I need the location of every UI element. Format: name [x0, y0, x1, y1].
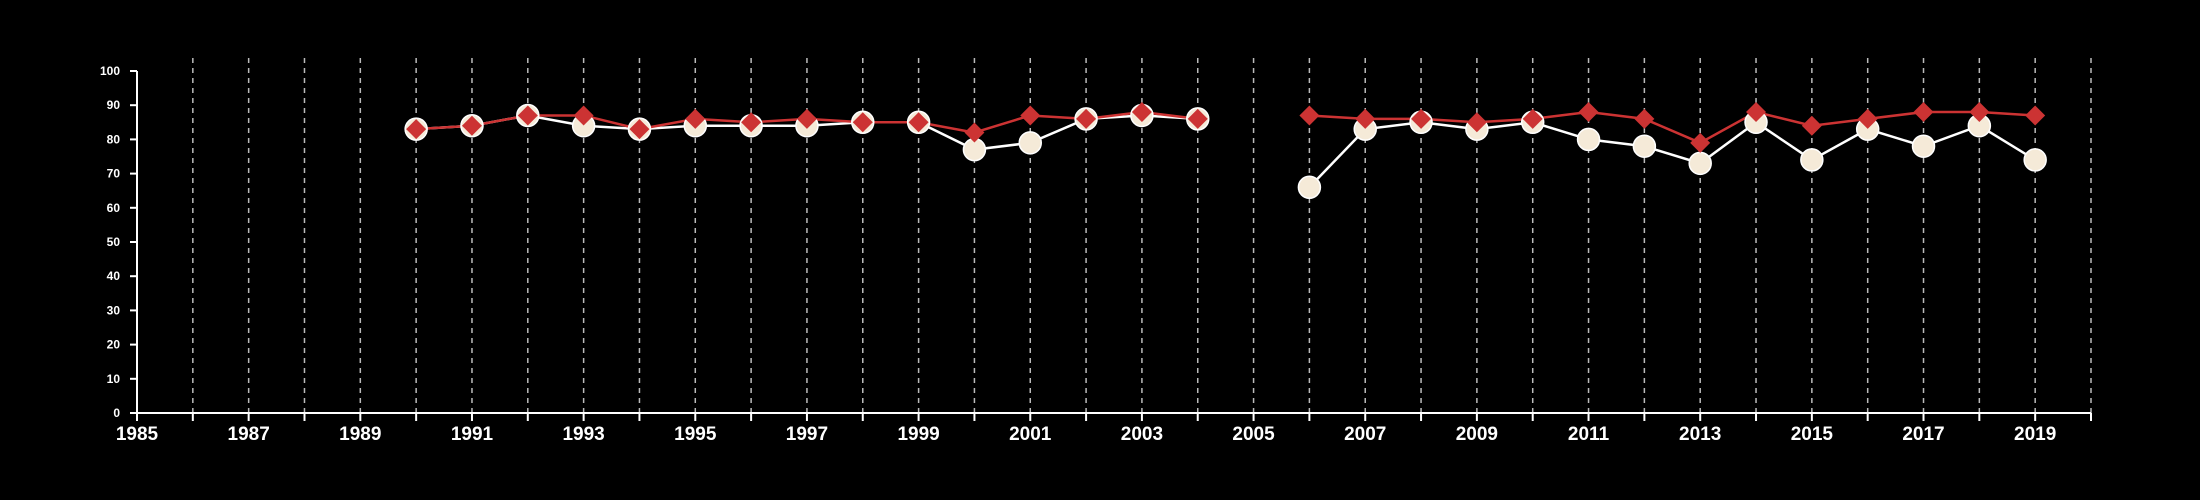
y-tick-label: 30	[107, 303, 121, 317]
diamond-marker	[1355, 108, 1376, 129]
y-tick-label: 20	[107, 338, 121, 352]
x-tick-label: 1997	[786, 424, 828, 445]
x-tick-label: 2015	[1791, 424, 1834, 445]
y-tick-label: 40	[107, 269, 121, 283]
x-tick-label: 1995	[674, 424, 717, 445]
diamond-marker	[1020, 105, 1041, 126]
x-tick-label: 1999	[897, 424, 939, 445]
circle-marker	[1297, 175, 1322, 200]
circle-marker	[2023, 148, 2047, 172]
diamond-marker	[685, 108, 706, 129]
y-axis-ticks: 0 10 20 30 40 50 60 70 80 90 100	[100, 64, 137, 420]
diamond-marker	[1522, 108, 1543, 129]
x-tick-label: 2007	[1344, 424, 1386, 445]
x-tick-label: 2001	[1009, 424, 1052, 445]
x-tick-label: 1985	[116, 424, 159, 445]
y-tick-label: 0	[113, 406, 120, 420]
circle-marker	[1576, 127, 1601, 152]
diamond-marker	[573, 105, 594, 126]
y-tick-label: 10	[107, 372, 121, 386]
diamond-marker	[461, 115, 482, 136]
diamond-marker	[2025, 105, 2046, 126]
diamond-marker	[1076, 108, 1097, 129]
y-tick-label: 80	[107, 132, 121, 146]
diamond-marker	[1466, 112, 1487, 133]
circle-marker	[1911, 134, 1936, 158]
y-tick-label: 60	[107, 201, 121, 215]
x-tick-label: 2011	[1568, 424, 1610, 445]
x-axis-ticks: 1985 1987 1989 1991 1993 1995 1997 1999 2001 2003…	[116, 413, 2092, 445]
y-tick-label: 90	[107, 98, 121, 112]
circle-marker	[1018, 131, 1043, 155]
diamond-marker	[796, 108, 817, 129]
x-tick-label: 2013	[1679, 424, 1721, 445]
diamond-marker	[1578, 102, 1599, 123]
diamond-marker	[964, 122, 985, 143]
y-tick-label: 50	[107, 235, 121, 249]
x-tick-label: 2009	[1456, 424, 1498, 445]
circle-marker	[1632, 134, 1657, 158]
x-tick-label: 1989	[339, 424, 381, 445]
x-tick-label: 2019	[2014, 424, 2056, 445]
diamond-marker	[1690, 132, 1711, 153]
x-tick-label: 1987	[228, 424, 270, 445]
diamond-marker	[1411, 108, 1432, 129]
diamond-marker	[741, 112, 762, 133]
circle-marker	[1688, 151, 1712, 176]
diamond-marker	[1187, 108, 1208, 129]
diamond-marker	[1131, 102, 1152, 123]
x-tick-label: 2005	[1232, 424, 1275, 445]
x-tick-label: 1993	[562, 424, 604, 445]
diamond-marker	[1299, 105, 1320, 126]
x-tick-label: 1991	[451, 424, 494, 445]
diamond-marker	[852, 112, 873, 133]
y-tick-label: 100	[100, 64, 120, 78]
x-tick-label: 2003	[1121, 424, 1163, 445]
diamond-marker	[629, 119, 650, 140]
y-tick-label: 70	[107, 167, 121, 181]
diamond-marker	[1801, 115, 1822, 136]
circle-marker	[1800, 148, 1824, 172]
series-group	[404, 102, 2047, 200]
diamond-marker	[908, 112, 929, 133]
diamond-marker	[517, 105, 538, 126]
diamond-marker	[1913, 102, 1934, 123]
diamond-marker	[406, 119, 427, 140]
diamond-marker	[1634, 108, 1655, 129]
diamond-marker	[1969, 102, 1990, 123]
diamond-marker	[1857, 108, 1878, 129]
diamond-marker	[1746, 102, 1767, 123]
x-tick-label: 2017	[1902, 424, 1944, 445]
